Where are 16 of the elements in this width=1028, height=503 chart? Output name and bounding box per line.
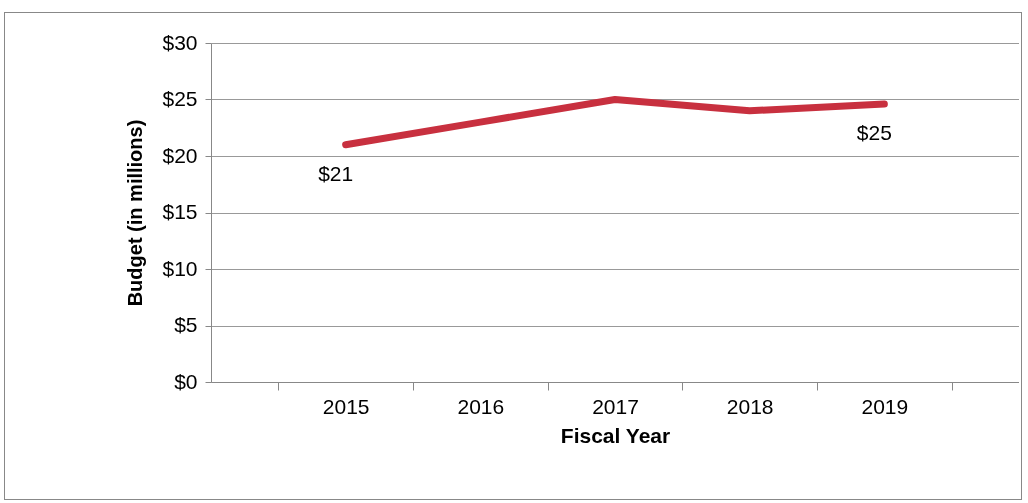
y-tick-label: $10 [162,256,198,280]
x-tick-label: 2019 [861,394,909,418]
y-axis-title: Budget (in millions) [124,119,147,307]
x-tick-label: 2018 [726,394,774,418]
data-label: $25 [856,121,892,145]
y-tick-label: $15 [162,200,198,223]
x-tick-label: 2015 [322,394,370,418]
y-tick-label: $20 [162,143,198,167]
data-label: $21 [318,161,354,185]
y-tick-label: $25 [162,87,198,110]
x-tick-label: 2017 [592,394,639,418]
y-tick-label: $5 [174,313,198,336]
y-tick-label: $30 [162,30,198,54]
x-axis-title: Fiscal Year [560,423,671,447]
x-tick-label: 2016 [457,394,505,418]
y-tick-label: $0 [174,369,198,393]
